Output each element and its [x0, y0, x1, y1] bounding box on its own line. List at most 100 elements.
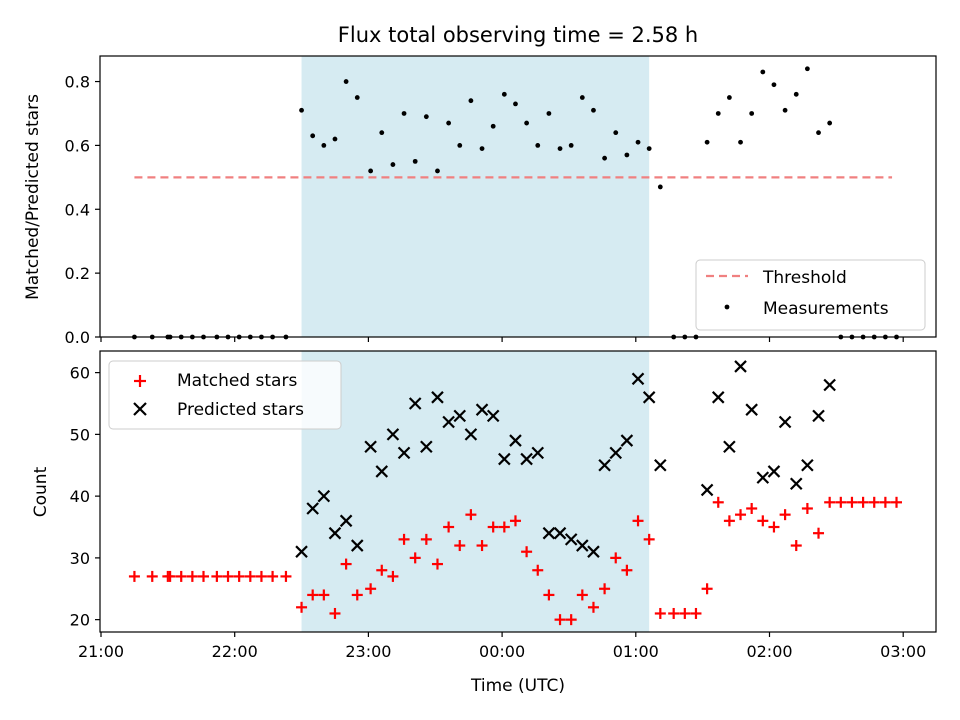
measurement-point: [816, 130, 821, 136]
predicted-star-point: [509, 434, 522, 447]
measurement-point: [535, 143, 541, 148]
measurement-point: [749, 111, 755, 116]
predicted-star-point: [408, 397, 422, 410]
top-measurement-points: [132, 66, 899, 340]
measurement-point: [613, 130, 619, 136]
matched-star-point: [164, 570, 176, 582]
predicted-star-point: [420, 440, 433, 454]
legend-predicted-swatch: [133, 402, 147, 416]
matched-star-point: [532, 564, 544, 576]
matched-star-point: [768, 521, 780, 533]
matched-star-point: [465, 509, 477, 521]
measurement-point: [299, 107, 304, 113]
predicted-star-point: [531, 446, 545, 460]
measurement-point: [501, 91, 507, 97]
predicted-star-point: [442, 415, 455, 429]
measurement-point: [771, 82, 777, 88]
matched-star-point: [610, 552, 622, 564]
measurement-point: [804, 66, 810, 72]
predicted-star-point: [642, 391, 656, 404]
legend-measurements-label: Measurements: [763, 299, 889, 319]
matched-star-point: [498, 521, 510, 533]
predicted-star-point: [564, 533, 578, 546]
predicted-star-point: [328, 526, 342, 540]
measurement-point: [435, 168, 440, 174]
legend-threshold-label: Threshold: [762, 268, 847, 288]
predicted-star-point: [498, 452, 511, 466]
matched-star-point: [654, 607, 666, 619]
matched-star-point: [244, 570, 256, 582]
matched-star-points: [128, 496, 903, 626]
predicted-star-point: [700, 483, 714, 497]
y-tick-label: 20: [70, 611, 90, 630]
legend-matched-swatch: [134, 375, 146, 387]
matched-star-point: [365, 583, 377, 595]
y-tick-label: 0.2: [65, 264, 90, 283]
measurement-point: [591, 107, 596, 113]
matched-star-point: [198, 570, 210, 582]
legend-matched-label: Matched stars: [177, 371, 297, 391]
predicted-star-point: [812, 409, 825, 423]
measurement-point: [368, 168, 374, 174]
matched-star-point: [476, 540, 488, 552]
matched-star-point: [222, 570, 234, 582]
predicted-star-point: [631, 372, 645, 386]
observing-span-shade: [301, 56, 650, 337]
matched-star-point: [790, 540, 802, 552]
predicted-star-point: [587, 545, 600, 558]
x-tick-label: 02:00: [746, 642, 792, 661]
measurement-point: [524, 120, 530, 126]
predicted-star-point: [486, 409, 500, 423]
matched-star-point: [668, 607, 680, 619]
matched-star-point: [565, 614, 577, 626]
matched-star-point: [701, 583, 713, 595]
y-tick-label: 50: [70, 425, 90, 444]
predicted-star-point: [823, 378, 836, 392]
predicted-star-point: [609, 446, 623, 460]
predicted-star-point: [464, 428, 478, 441]
matched-star-point: [632, 515, 644, 527]
matched-star-point: [431, 558, 443, 570]
predicted-star-point: [745, 403, 758, 416]
matched-star-point: [712, 496, 724, 508]
y-tick-label: 0.0: [65, 328, 90, 347]
y-tick-label: 0.4: [65, 200, 90, 219]
matched-star-point: [296, 601, 308, 613]
predicted-star-point: [756, 471, 770, 484]
x-tick-label: 03:00: [880, 642, 926, 661]
matched-star-point: [801, 502, 813, 514]
measurement-point: [343, 79, 349, 84]
matched-star-point: [509, 515, 521, 527]
measurement-point: [635, 139, 641, 145]
measurement-point: [646, 146, 652, 152]
predicted-star-point: [397, 446, 411, 460]
matched-star-point: [735, 509, 747, 521]
predicted-star-points: [295, 360, 836, 558]
predicted-star-point: [386, 428, 400, 441]
matched-star-point: [398, 533, 410, 545]
bottom-observing-span: [301, 351, 650, 632]
matched-star-point: [554, 614, 566, 626]
x-tick-label: 21:00: [78, 642, 124, 661]
y-tick-label: 40: [70, 487, 90, 506]
legend-predicted-label: Predicted stars: [177, 400, 304, 420]
predicted-star-point: [364, 440, 377, 454]
matched-star-point: [757, 515, 769, 527]
bottom-x-axis-label: Time (UTC): [470, 676, 565, 696]
matched-star-point: [543, 589, 555, 601]
measurement-point: [760, 69, 766, 75]
top-observing-span: [301, 56, 650, 337]
predicted-star-point: [789, 477, 803, 491]
predicted-star-point: [453, 409, 467, 423]
matched-star-point: [643, 533, 655, 545]
matched-star-point: [454, 540, 466, 552]
predicted-star-point: [431, 391, 444, 404]
x-tick-label: 22:00: [212, 642, 258, 661]
measurement-point: [479, 146, 485, 152]
y-tick-label: 30: [70, 549, 90, 568]
matched-star-point: [868, 496, 880, 508]
predicted-star-point: [598, 458, 611, 472]
bottom-x-axis: 21:00 22:00 23:00 00:00 01:00 02:00 03:00: [78, 632, 926, 661]
measurement-point: [468, 98, 474, 104]
